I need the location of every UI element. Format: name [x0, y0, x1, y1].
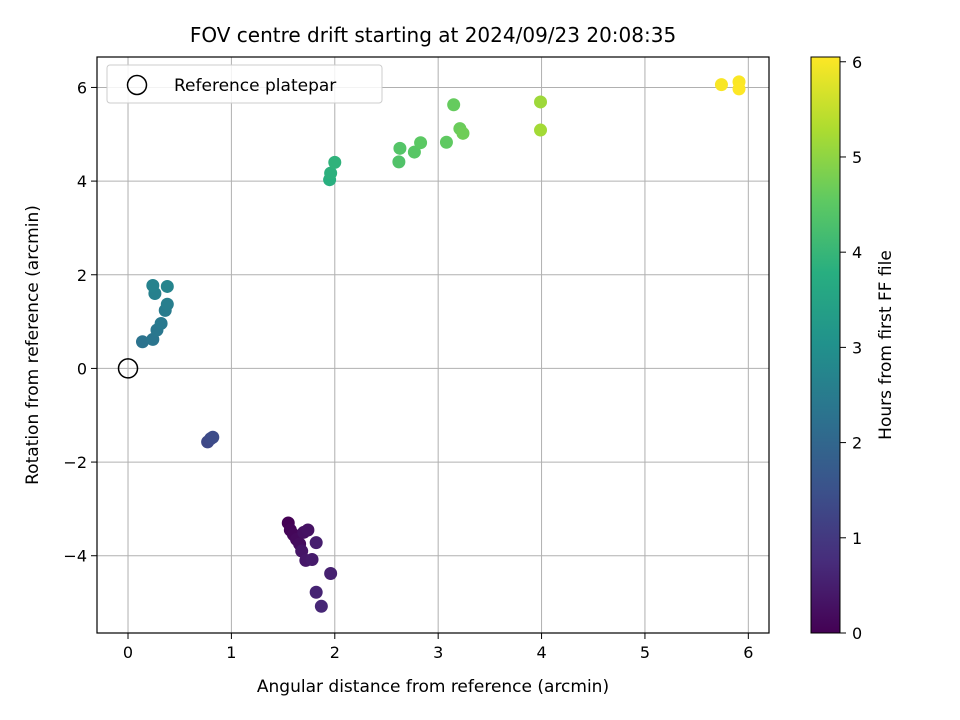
colorbar-ticks: 0 1 2 3 4 5 6 — [840, 53, 862, 643]
colorbar-tick-label: 6 — [852, 53, 862, 72]
data-point — [135, 335, 149, 349]
x-tick-label: 4 — [536, 643, 546, 662]
legend-marker — [126, 74, 148, 96]
plot-frame — [96, 56, 770, 634]
data-point — [309, 536, 323, 550]
data-points — [135, 75, 746, 613]
data-point — [328, 155, 342, 169]
y-axis-ticks: −4 −2 0 2 4 6 — [63, 78, 97, 566]
x-tick-label: 5 — [640, 643, 650, 662]
data-point — [309, 585, 323, 599]
data-point — [392, 155, 406, 169]
x-tick-label: 0 — [123, 643, 133, 662]
colorbar-gradient — [810, 56, 841, 634]
data-point — [305, 552, 319, 566]
x-tick-label: 6 — [743, 643, 753, 662]
data-point — [146, 279, 160, 293]
data-point — [534, 95, 548, 109]
y-tick-label: −2 — [63, 453, 87, 472]
data-point — [447, 98, 461, 112]
data-point — [732, 82, 746, 96]
data-point — [456, 126, 470, 140]
data-point — [206, 430, 220, 444]
data-point — [314, 599, 328, 613]
data-point — [439, 135, 453, 149]
x-tick-label: 2 — [330, 643, 340, 662]
colorbar: 0 1 2 3 4 5 6 Hours from first FF file — [810, 53, 896, 643]
x-axis-ticks: 0 1 2 3 4 5 6 — [123, 633, 753, 662]
colorbar-tick-label: 4 — [852, 243, 862, 262]
y-tick-label: 2 — [77, 266, 87, 285]
data-point — [160, 297, 174, 311]
colorbar-tick-label: 2 — [852, 434, 862, 453]
legend-box — [106, 64, 383, 104]
x-axis-label: Angular distance from reference (arcmin) — [257, 677, 609, 697]
y-tick-label: −4 — [63, 547, 87, 566]
x-tick-label: 1 — [226, 643, 236, 662]
colorbar-tick-label: 1 — [852, 529, 862, 548]
y-tick-label: 6 — [77, 78, 87, 97]
data-point — [301, 523, 315, 537]
y-tick-label: 0 — [77, 359, 87, 378]
data-point — [160, 279, 174, 293]
data-point — [154, 316, 168, 330]
y-axis-label: Rotation from reference (arcmin) — [23, 205, 43, 485]
data-point — [414, 136, 428, 150]
grid-lines — [97, 57, 769, 633]
data-point — [534, 123, 548, 137]
colorbar-tick-label: 3 — [852, 338, 862, 357]
data-point — [714, 78, 728, 92]
y-tick-label: 4 — [77, 172, 87, 191]
x-tick-label: 3 — [433, 643, 443, 662]
colorbar-tick-label: 5 — [852, 148, 862, 167]
colorbar-label: Hours from first FF file — [876, 250, 896, 440]
data-point — [393, 141, 407, 155]
legend: Reference platepar — [106, 64, 383, 104]
legend-entry-reference: Reference platepar — [174, 76, 336, 96]
data-point — [407, 145, 421, 159]
colorbar-tick-label: 0 — [852, 624, 862, 643]
data-point — [324, 567, 338, 581]
chart-title: FOV centre drift starting at 2024/09/23 … — [190, 23, 676, 47]
data-point — [324, 166, 338, 180]
reference-marker — [117, 358, 139, 379]
